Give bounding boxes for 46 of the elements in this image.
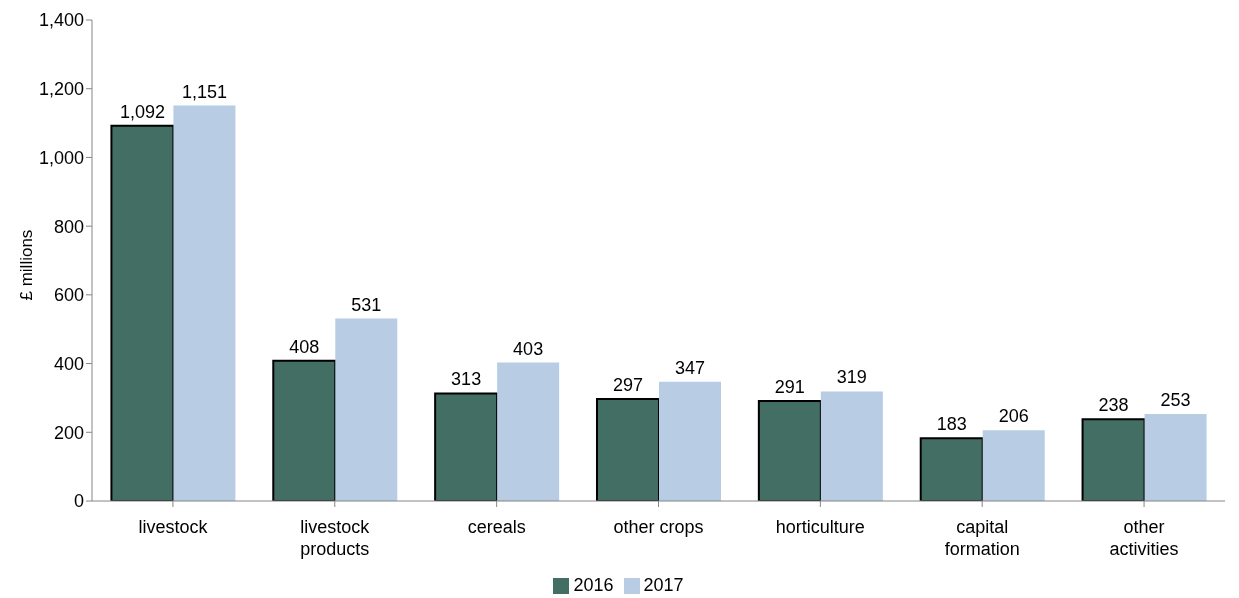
y-tick-label: 200 bbox=[53, 422, 84, 443]
bar bbox=[434, 392, 499, 501]
x-tick-label: capital formation bbox=[944, 517, 1020, 559]
data-label: 1,092 bbox=[119, 101, 165, 122]
y-tick-label: 0 bbox=[73, 491, 84, 512]
bar bbox=[982, 430, 1045, 501]
x-tick-label: cereals bbox=[467, 517, 526, 537]
bar bbox=[272, 359, 337, 501]
data-label: 347 bbox=[674, 357, 706, 378]
x-tick-label: livestock bbox=[138, 517, 209, 537]
y-tick-label: 1,000 bbox=[38, 147, 84, 168]
x-tick-label: horticulture bbox=[775, 517, 865, 537]
bar bbox=[173, 105, 236, 501]
data-label: 238 bbox=[1098, 395, 1129, 416]
bar bbox=[110, 124, 175, 501]
bar bbox=[1144, 414, 1207, 501]
bar bbox=[497, 362, 560, 501]
y-tick-label: 800 bbox=[53, 216, 84, 237]
data-label: 531 bbox=[351, 294, 382, 315]
data-label: 183 bbox=[936, 414, 967, 435]
data-label: 291 bbox=[774, 377, 805, 398]
bar bbox=[820, 391, 883, 501]
data-label: 206 bbox=[998, 406, 1029, 427]
data-label: 403 bbox=[513, 338, 544, 359]
bar bbox=[335, 318, 398, 501]
y-tick-label: 1,400 bbox=[38, 10, 84, 31]
x-tick-label: livestock products bbox=[300, 517, 371, 559]
data-label: 253 bbox=[1160, 390, 1191, 411]
x-tick-label: other activities bbox=[1109, 517, 1179, 559]
legend-label: 2016 bbox=[573, 575, 614, 595]
legend-label: 2017 bbox=[643, 575, 684, 595]
data-label: 319 bbox=[836, 367, 867, 388]
bar bbox=[658, 381, 721, 501]
data-label: 297 bbox=[612, 374, 644, 395]
y-axis-title: £ millions bbox=[17, 229, 37, 301]
bar bbox=[595, 397, 660, 501]
bar bbox=[1081, 418, 1146, 501]
x-tick-label: other crops bbox=[613, 517, 704, 537]
data-label: 313 bbox=[451, 369, 482, 390]
y-tick-label: 1,200 bbox=[38, 79, 84, 100]
bar bbox=[919, 437, 984, 501]
y-tick-label: 400 bbox=[53, 353, 84, 374]
data-label: 1,151 bbox=[181, 81, 227, 102]
data-label: 408 bbox=[289, 336, 320, 357]
y-tick-label: 600 bbox=[53, 285, 84, 306]
bar bbox=[757, 400, 822, 501]
